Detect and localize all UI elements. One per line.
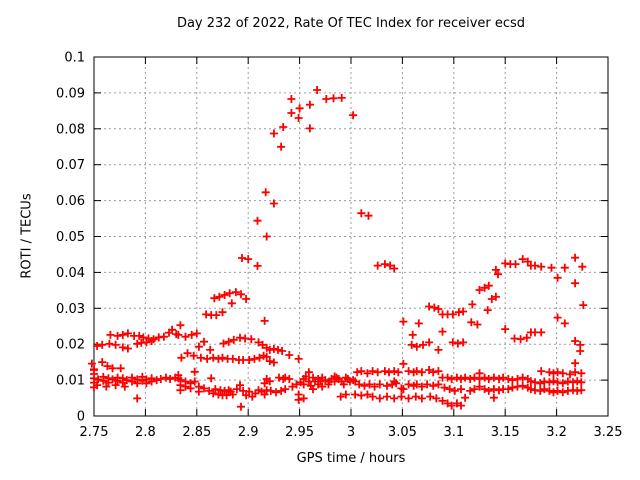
svg-text:0.1: 0.1	[64, 51, 85, 66]
svg-text:0.03: 0.03	[56, 302, 85, 317]
grid-lines	[94, 57, 608, 416]
svg-text:0.04: 0.04	[56, 266, 85, 281]
svg-text:0.05: 0.05	[56, 230, 85, 245]
axis-ticks	[93, 56, 609, 417]
plot-border	[93, 56, 609, 417]
svg-text:0: 0	[77, 410, 85, 425]
svg-text:2.85: 2.85	[182, 425, 211, 440]
svg-text:0.07: 0.07	[56, 158, 85, 173]
tick-labels: 2.75 2.8 2.85 2.9 2.95 3 3.05 3.1 3.15 3.2 3.25 0 0.…	[56, 51, 622, 441]
data-points	[87, 86, 588, 411]
svg-text:3.25: 3.25	[594, 425, 623, 440]
svg-text:0.02: 0.02	[56, 338, 85, 353]
svg-text:3.1: 3.1	[443, 425, 464, 440]
svg-text:0.01: 0.01	[56, 374, 85, 389]
svg-text:0.08: 0.08	[56, 122, 85, 137]
svg-text:0.06: 0.06	[56, 194, 85, 209]
svg-text:2.9: 2.9	[238, 425, 259, 440]
svg-text:3.15: 3.15	[491, 425, 520, 440]
chart-title: Day 232 of 2022, Rate Of TEC Index for r…	[176, 16, 526, 31]
svg-text:3: 3	[347, 425, 355, 440]
svg-text:2.8: 2.8	[135, 425, 156, 440]
svg-text:2.95: 2.95	[285, 425, 314, 440]
svg-text:0.09: 0.09	[56, 86, 85, 101]
svg-text:3.05: 3.05	[388, 425, 417, 440]
x-axis-label: GPS time / hours	[296, 451, 406, 466]
svg-text:3.2: 3.2	[546, 425, 567, 440]
y-axis-label: ROTI / TECUs	[19, 193, 35, 279]
svg-text:2.75: 2.75	[80, 425, 109, 440]
